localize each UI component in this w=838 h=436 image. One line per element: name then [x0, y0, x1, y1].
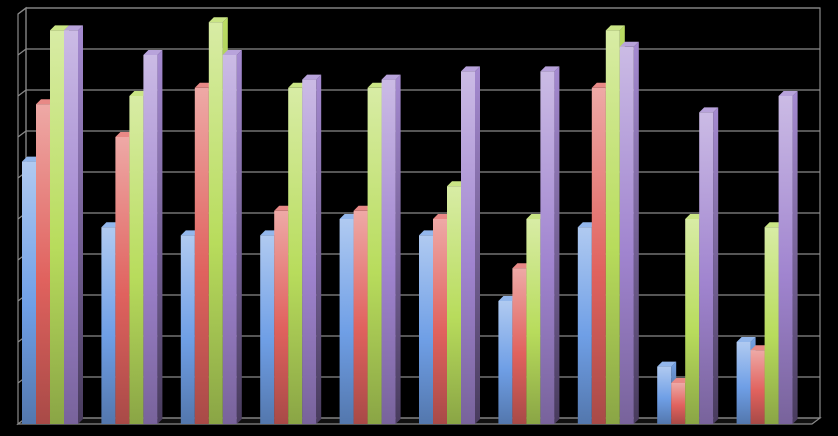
bar — [222, 50, 242, 424]
gridline — [17, 7, 820, 15]
bar — [461, 66, 480, 425]
bars — [22, 17, 798, 425]
bar — [699, 107, 719, 425]
bar — [302, 74, 322, 424]
bar — [778, 91, 798, 424]
bar — [381, 74, 401, 424]
bar — [619, 41, 639, 425]
bar — [64, 25, 83, 425]
bar — [540, 66, 560, 425]
gridline — [17, 48, 820, 56]
bar — [143, 50, 163, 424]
